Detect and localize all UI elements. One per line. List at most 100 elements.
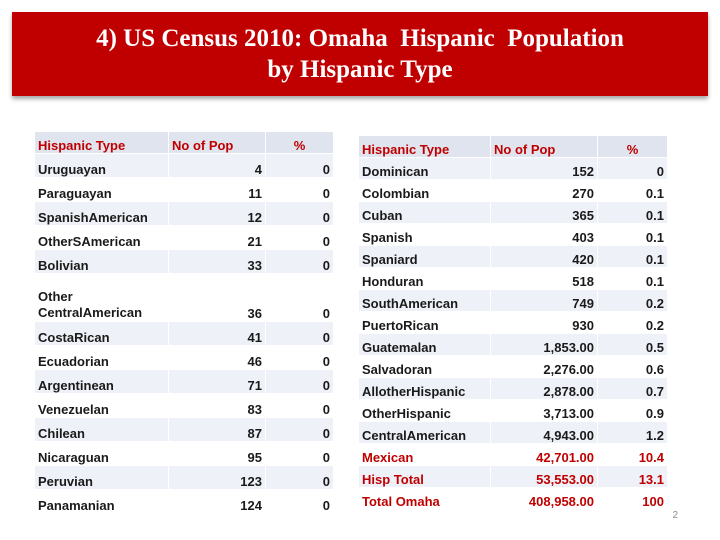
row-pct: 0	[265, 321, 334, 346]
table-row: Colombian 270 0.1	[358, 179, 668, 202]
row-type: Guatemalan	[358, 333, 491, 356]
row-type: CentralAmerican	[358, 421, 491, 444]
page-number: 2	[672, 510, 678, 521]
header-no-of-pop: No of Pop	[490, 135, 598, 158]
row-pct: 0	[265, 225, 334, 250]
row-type: Ecuadorian	[34, 345, 169, 370]
row-type: Hisp Total	[358, 465, 491, 488]
row-pct: 0	[265, 249, 334, 274]
row-pct: 0	[265, 417, 334, 442]
table-row: Dominican 152 0	[358, 157, 668, 180]
row-pop: 408,958.00	[490, 487, 598, 510]
row-pop: 42,701.00	[490, 443, 598, 466]
table-row-hisp-total: Hisp Total 53,553.00 13.1	[358, 465, 668, 488]
row-pct: 0.1	[597, 245, 668, 268]
table-row: CentralAmerican 4,943.00 1.2	[358, 421, 668, 444]
row-pop: 518	[490, 267, 598, 290]
row-pop: 124	[168, 489, 266, 514]
table-row: Other CentralAmerican 36 0	[34, 273, 334, 322]
row-pct: 0.5	[597, 333, 668, 356]
row-pop: 33	[168, 249, 266, 274]
row-type: SouthAmerican	[358, 289, 491, 312]
row-type: SpanishAmerican	[34, 201, 169, 226]
title-line-1: 4) US Census 2010: Omaha Hispanic Popula…	[96, 25, 624, 52]
table-header-row: Hispanic Type No of Pop %	[34, 131, 334, 154]
row-pop: 4	[168, 153, 266, 178]
row-pct: 0	[265, 393, 334, 418]
row-type: AllotherHispanic	[358, 377, 491, 400]
row-pop: 420	[490, 245, 598, 268]
row-pct: 0	[597, 157, 668, 180]
table-row: Spaniard 420 0.1	[358, 245, 668, 268]
row-pop: 53,553.00	[490, 465, 598, 488]
row-pct: 0	[265, 153, 334, 178]
table-row-mexican: Mexican 42,701.00 10.4	[358, 443, 668, 466]
table-row: Uruguayan 4 0	[34, 153, 334, 178]
row-type: Peruvian	[34, 465, 169, 490]
row-pct: 0.2	[597, 311, 668, 334]
row-pop: 21	[168, 225, 266, 250]
row-type: Bolivian	[34, 249, 169, 274]
row-pct: 100	[597, 487, 668, 510]
row-type: Cuban	[358, 201, 491, 224]
row-pct: 10.4	[597, 443, 668, 466]
row-pct: 1.2	[597, 421, 668, 444]
row-pct: 0.1	[597, 179, 668, 202]
row-pct: 0.6	[597, 355, 668, 378]
row-type: Spaniard	[358, 245, 491, 268]
row-pct: 0	[265, 489, 334, 514]
header-hispanic-type: Hispanic Type	[358, 135, 491, 158]
row-pct: 0	[265, 465, 334, 490]
row-pop: 930	[490, 311, 598, 334]
row-pop: 152	[490, 157, 598, 180]
row-pop: 12	[168, 201, 266, 226]
table-row: Venezuelan 83 0	[34, 393, 334, 418]
row-type: Chilean	[34, 417, 169, 442]
table-row: SouthAmerican 749 0.2	[358, 289, 668, 312]
header-no-of-pop: No of Pop	[168, 131, 266, 154]
table-row: Ecuadorian 46 0	[34, 345, 334, 370]
row-pct: 0	[265, 369, 334, 394]
row-pct: 0.9	[597, 399, 668, 422]
table-row: Cuban 365 0.1	[358, 201, 668, 224]
table-row: Chilean 87 0	[34, 417, 334, 442]
row-type: Uruguayan	[34, 153, 169, 178]
row-pct: 0.1	[597, 201, 668, 224]
row-pct: 0.7	[597, 377, 668, 400]
row-type: Argentinean	[34, 369, 169, 394]
row-pop: 2,276.00	[490, 355, 598, 378]
table-row: CostaRican 41 0	[34, 321, 334, 346]
row-pop: 749	[490, 289, 598, 312]
row-pop: 41	[168, 321, 266, 346]
row-pct: 0.1	[597, 223, 668, 246]
table-row-total-omaha: Total Omaha 408,958.00 100	[358, 487, 668, 510]
header-hispanic-type: Hispanic Type	[34, 131, 169, 154]
table-row: AllotherHispanic 2,878.00 0.7	[358, 377, 668, 400]
row-pop: 87	[168, 417, 266, 442]
table-row: OtherSAmerican 21 0	[34, 225, 334, 250]
row-pop: 403	[490, 223, 598, 246]
row-pop: 3,713.00	[490, 399, 598, 422]
header-percent: %	[597, 135, 668, 158]
row-pop: 365	[490, 201, 598, 224]
table-row: Argentinean 71 0	[34, 369, 334, 394]
row-pct: 0	[265, 441, 334, 466]
left-table: Hispanic Type No of Pop % Uruguayan 4 0 …	[34, 131, 334, 514]
table-row: Nicaraguan 95 0	[34, 441, 334, 466]
row-pct: 13.1	[597, 465, 668, 488]
row-type: OtherHispanic	[358, 399, 491, 422]
row-pct: 0.2	[597, 289, 668, 312]
table-header-row: Hispanic Type No of Pop %	[358, 135, 668, 158]
table-row: Bolivian 33 0	[34, 249, 334, 274]
row-pop: 83	[168, 393, 266, 418]
table-row: OtherHispanic 3,713.00 0.9	[358, 399, 668, 422]
row-pop: 71	[168, 369, 266, 394]
row-pop: 36	[168, 273, 266, 322]
table-row: Salvadoran 2,276.00 0.6	[358, 355, 668, 378]
row-pct: 0	[265, 201, 334, 226]
row-type: CostaRican	[34, 321, 169, 346]
row-type: PuertoRican	[358, 311, 491, 334]
table-row: Guatemalan 1,853.00 0.5	[358, 333, 668, 356]
row-type: Total Omaha	[358, 487, 491, 510]
row-type: Venezuelan	[34, 393, 169, 418]
